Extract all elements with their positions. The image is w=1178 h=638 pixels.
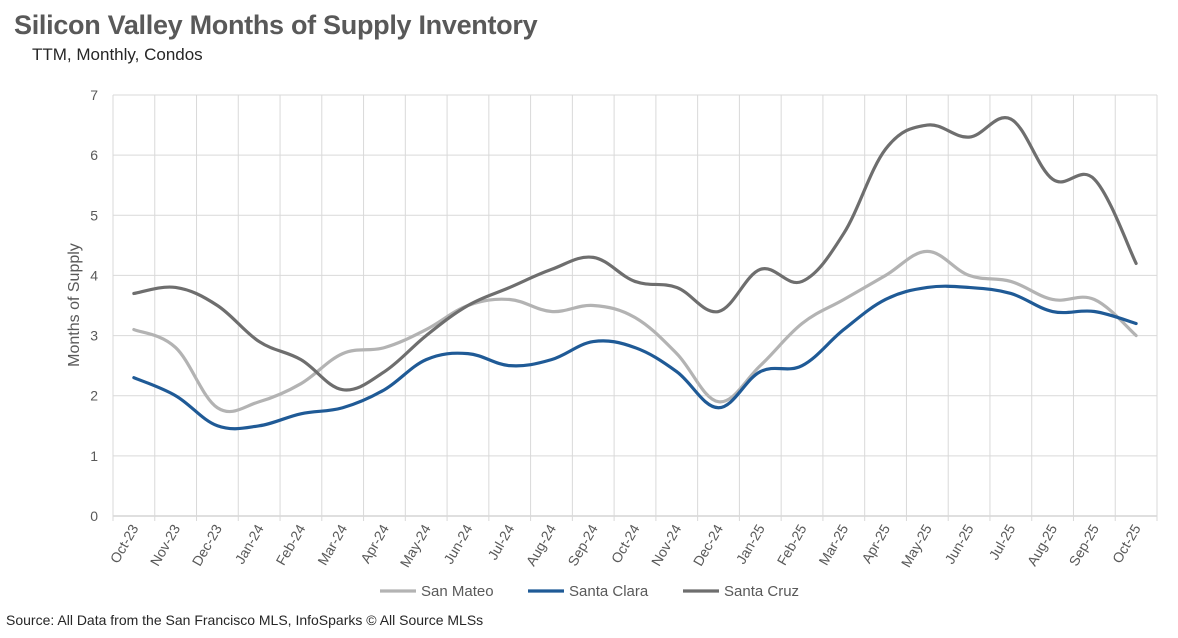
- x-tick-label: Oct-23: [107, 521, 142, 566]
- x-axis-ticks: Oct-23 Nov-23 Dec-23 Jan-24 Feb-24 Mar-24 Apr-…: [107, 521, 1144, 570]
- y-tick-label: 5: [90, 207, 98, 223]
- x-tick-label: Jan-24: [231, 521, 266, 566]
- chart-subtitle: TTM, Monthly, Condos: [32, 45, 203, 64]
- x-tick-label: Dec-23: [189, 521, 226, 568]
- x-tick-label: Feb-25: [774, 521, 810, 568]
- x-tick-label: Jul-24: [484, 521, 517, 562]
- y-tick-label: 3: [90, 328, 98, 344]
- y-tick-label: 1: [90, 448, 98, 464]
- x-tick-label: Oct-25: [1109, 521, 1144, 566]
- y-tick-label: 2: [90, 388, 98, 404]
- x-tick-label: Nov-24: [648, 521, 685, 568]
- x-tick-label: Aug-24: [523, 521, 560, 568]
- x-tick-label: May-24: [397, 521, 434, 570]
- x-tick-label: Jun-24: [440, 521, 475, 566]
- x-tick-label: Mar-24: [314, 521, 350, 568]
- x-tick-label: Oct-24: [608, 521, 643, 566]
- chart-title: Silicon Valley Months of Supply Inventor…: [14, 10, 538, 40]
- legend: San Mateo Santa Clara Santa Cruz: [380, 583, 799, 600]
- x-tick-label: May-25: [898, 521, 935, 570]
- x-tick-label: Dec-24: [690, 521, 727, 568]
- legend-label-santa-clara: Santa Clara: [569, 583, 649, 600]
- x-tick-label: Jan-25: [733, 521, 768, 566]
- series-line-santa-cruz: [132, 116, 1138, 392]
- y-tick-label: 4: [90, 267, 98, 283]
- y-axis-ticks: 0 1 2 3 4 5 6 7: [90, 87, 98, 524]
- x-tick-label: Apr-24: [357, 521, 392, 566]
- y-tick-label: 0: [90, 508, 98, 524]
- source-note: Source: All Data from the San Francisco …: [6, 612, 484, 628]
- series-line-san-mateo: [132, 249, 1138, 414]
- x-tick-label: Sep-24: [564, 521, 601, 568]
- y-tick-label: 7: [90, 87, 98, 103]
- y-axis-title: Months of Supply: [66, 243, 83, 367]
- x-tick-label: Jul-25: [986, 521, 1019, 562]
- legend-label-san-mateo: San Mateo: [421, 583, 494, 600]
- series-line-santa-clara: [132, 284, 1138, 431]
- x-tick-label: Apr-25: [858, 521, 893, 566]
- x-tick-label: Jun-25: [941, 521, 976, 566]
- x-tick-label: Feb-24: [272, 521, 308, 568]
- legend-label-santa-cruz: Santa Cruz: [724, 583, 799, 600]
- x-tick-label: Sep-25: [1066, 521, 1103, 568]
- x-tick-label: Nov-23: [147, 521, 184, 568]
- x-tick-label: Mar-25: [815, 521, 851, 568]
- series-lines: [132, 116, 1138, 431]
- x-tick-label: Aug-25: [1024, 521, 1061, 568]
- gridlines: [112, 94, 1158, 521]
- y-tick-label: 6: [90, 147, 98, 163]
